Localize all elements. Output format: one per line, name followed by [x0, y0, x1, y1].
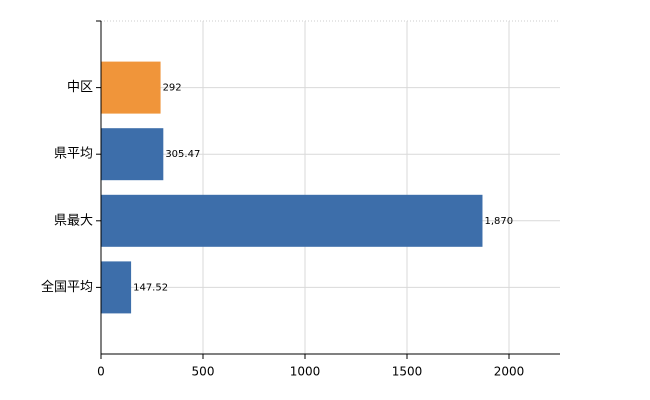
- bar: [101, 61, 161, 114]
- bar: [101, 261, 132, 314]
- x-tick-label: 0: [97, 365, 105, 379]
- value-label: 147.52: [133, 282, 168, 293]
- x-tick-label: 2000: [494, 365, 525, 379]
- y-tick-label: 全国平均: [41, 279, 93, 295]
- bar: [101, 194, 483, 247]
- value-label: 1,870: [484, 216, 513, 227]
- y-tick-label: 県平均: [54, 147, 93, 162]
- y-tick-label: 中区: [67, 80, 93, 95]
- x-tick-label: 1000: [290, 365, 321, 379]
- y-tick-label: 県最大: [54, 213, 93, 228]
- value-label: 305.47: [165, 149, 200, 160]
- x-tick-label: 500: [192, 365, 215, 379]
- bar: [101, 128, 164, 181]
- value-label: 292: [163, 83, 182, 94]
- x-tick-label: 1500: [392, 365, 423, 379]
